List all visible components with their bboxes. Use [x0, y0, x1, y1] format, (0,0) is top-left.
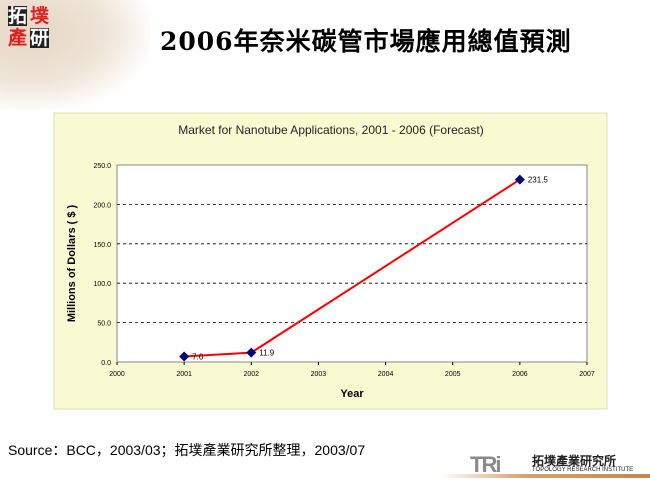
data-point [246, 347, 257, 358]
y-tick-label: 50.0 [97, 321, 111, 328]
data-label: 231.5 [528, 176, 549, 185]
data-label: 7.0 [192, 352, 204, 361]
data-point [179, 351, 190, 362]
footer-org-en: TOPOLOGY RESEARCH INSTITUTE [532, 467, 634, 473]
chart-title: Market for Nanotube Applications, 2001 -… [178, 123, 484, 137]
data-label: 11.9 [259, 349, 275, 358]
y-axis-label: Millions of Dollars ( $ ) [66, 204, 78, 322]
x-tick-label: 2005 [445, 371, 461, 378]
footer-logo-mark: TRi [470, 452, 501, 477]
x-tick-label: 2000 [109, 371, 125, 378]
x-tick-label: 2002 [243, 371, 259, 378]
data-point [514, 174, 525, 185]
page-title: 2006年奈米碳管市場應用總值預測 [160, 27, 572, 56]
y-tick-label: 0.0 [101, 360, 111, 367]
plot-area [116, 164, 588, 363]
y-tick-label: 250.0 [93, 163, 111, 170]
source-note: Source：BCC，2003/03；拓墣產業研究所整理，2003/07 [8, 442, 366, 458]
x-tick-label: 2001 [176, 371, 192, 378]
footer-divider [440, 474, 650, 478]
x-axis-label: Year [340, 388, 364, 400]
x-tick-label: 2006 [512, 371, 528, 378]
y-tick-label: 200.0 [93, 202, 111, 209]
x-tick-label: 2007 [579, 371, 595, 378]
y-tick-label: 150.0 [93, 242, 111, 249]
logo: 拓 墣 產 研 [8, 5, 50, 49]
footer-org-cn: 拓墣產業研究所 [532, 454, 617, 468]
y-tick-label: 100.0 [93, 281, 111, 288]
x-tick-label: 2003 [311, 371, 327, 378]
x-tick-label: 2004 [378, 371, 394, 378]
